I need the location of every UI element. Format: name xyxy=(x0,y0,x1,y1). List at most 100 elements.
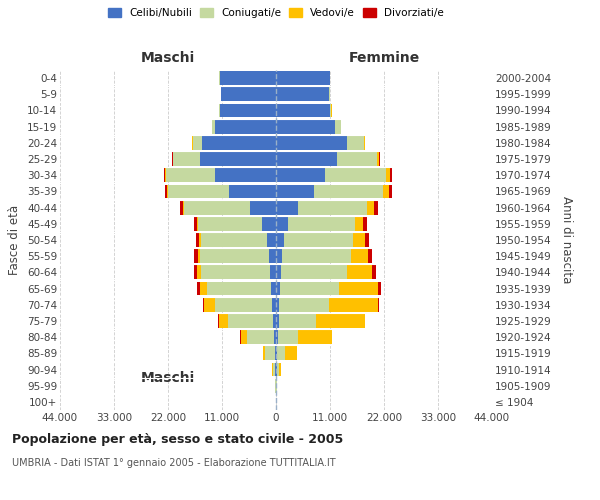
Bar xyxy=(368,250,372,263)
Bar xyxy=(200,250,269,263)
Bar xyxy=(367,200,374,214)
Bar xyxy=(314,184,383,198)
Bar xyxy=(250,200,276,214)
Bar xyxy=(270,266,276,280)
Bar xyxy=(164,168,165,182)
Bar xyxy=(205,298,215,312)
Bar xyxy=(278,330,298,344)
Bar xyxy=(272,314,276,328)
Bar xyxy=(276,282,280,296)
Bar xyxy=(197,217,199,230)
Bar xyxy=(262,217,276,230)
Bar xyxy=(221,88,276,101)
Y-axis label: Fasce di età: Fasce di età xyxy=(8,205,22,275)
Bar xyxy=(241,330,247,344)
Bar xyxy=(276,346,277,360)
Bar xyxy=(247,330,274,344)
Bar xyxy=(280,298,329,312)
Bar xyxy=(263,346,265,360)
Bar xyxy=(199,217,262,230)
Bar xyxy=(276,266,281,280)
Bar xyxy=(172,152,173,166)
Bar xyxy=(298,200,367,214)
Bar xyxy=(377,152,379,166)
Bar xyxy=(276,250,282,263)
Bar xyxy=(276,298,280,312)
Bar xyxy=(282,250,350,263)
Bar xyxy=(168,184,229,198)
Bar xyxy=(378,282,380,296)
Bar xyxy=(197,282,200,296)
Bar xyxy=(215,168,276,182)
Bar xyxy=(207,282,271,296)
Bar xyxy=(194,217,197,230)
Bar xyxy=(218,314,229,328)
Bar xyxy=(165,184,167,198)
Bar xyxy=(339,282,378,296)
Bar xyxy=(274,330,276,344)
Bar xyxy=(276,200,298,214)
Bar xyxy=(220,71,276,85)
Bar xyxy=(276,314,279,328)
Bar xyxy=(194,266,197,280)
Bar xyxy=(347,266,372,280)
Bar xyxy=(276,120,335,134)
Bar xyxy=(377,298,379,312)
Bar xyxy=(198,250,200,263)
Bar xyxy=(166,168,215,182)
Bar xyxy=(272,298,276,312)
Bar xyxy=(277,346,284,360)
Bar xyxy=(196,233,199,247)
Bar xyxy=(288,217,355,230)
Bar xyxy=(215,298,272,312)
Bar xyxy=(229,314,272,328)
Bar xyxy=(372,266,376,280)
Bar xyxy=(197,266,202,280)
Bar xyxy=(275,346,276,360)
Bar xyxy=(364,136,365,149)
Bar xyxy=(329,298,377,312)
Bar xyxy=(316,314,365,328)
Bar xyxy=(337,152,377,166)
Bar xyxy=(298,330,332,344)
Bar xyxy=(379,152,380,166)
Bar xyxy=(229,184,276,198)
Bar xyxy=(389,184,392,198)
Bar xyxy=(279,314,316,328)
Bar xyxy=(275,362,276,376)
Bar xyxy=(284,346,297,360)
Bar xyxy=(276,330,278,344)
Bar xyxy=(271,282,276,296)
Text: Maschi: Maschi xyxy=(141,51,195,65)
Bar xyxy=(276,71,330,85)
Bar xyxy=(347,136,364,149)
Bar xyxy=(350,250,368,263)
Bar xyxy=(215,120,276,134)
Bar xyxy=(277,362,278,376)
Bar xyxy=(276,136,347,149)
Bar xyxy=(355,217,364,230)
Bar xyxy=(276,88,329,101)
Bar xyxy=(265,346,275,360)
Bar xyxy=(167,184,168,198)
Bar xyxy=(276,152,337,166)
Bar xyxy=(273,362,275,376)
Bar xyxy=(284,233,353,247)
Bar xyxy=(180,200,183,214)
Bar xyxy=(199,233,201,247)
Bar xyxy=(386,168,390,182)
Bar xyxy=(202,136,276,149)
Bar xyxy=(383,184,389,198)
Bar xyxy=(281,266,347,280)
Bar xyxy=(200,152,276,166)
Text: Maschi: Maschi xyxy=(141,371,195,385)
Bar xyxy=(278,362,281,376)
Bar xyxy=(194,250,198,263)
Text: UMBRIA - Dati ISTAT 1° gennaio 2005 - Elaborazione TUTTITALIA.IT: UMBRIA - Dati ISTAT 1° gennaio 2005 - El… xyxy=(12,458,335,468)
Bar xyxy=(269,250,276,263)
Bar xyxy=(212,120,215,134)
Bar xyxy=(200,282,207,296)
Bar xyxy=(276,168,325,182)
Text: Femmine: Femmine xyxy=(349,51,419,65)
Bar xyxy=(276,217,288,230)
